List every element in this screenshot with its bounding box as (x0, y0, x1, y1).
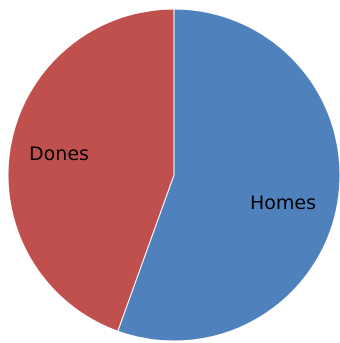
pie-slice-dones (7, 8, 175, 332)
pie-slices (7, 8, 340, 342)
pie-slice-homes (117, 8, 340, 342)
pie-labels: Homes Dones (29, 143, 316, 214)
slice-label-dones: Dones (29, 143, 89, 165)
slice-label-homes: Homes (250, 192, 316, 214)
